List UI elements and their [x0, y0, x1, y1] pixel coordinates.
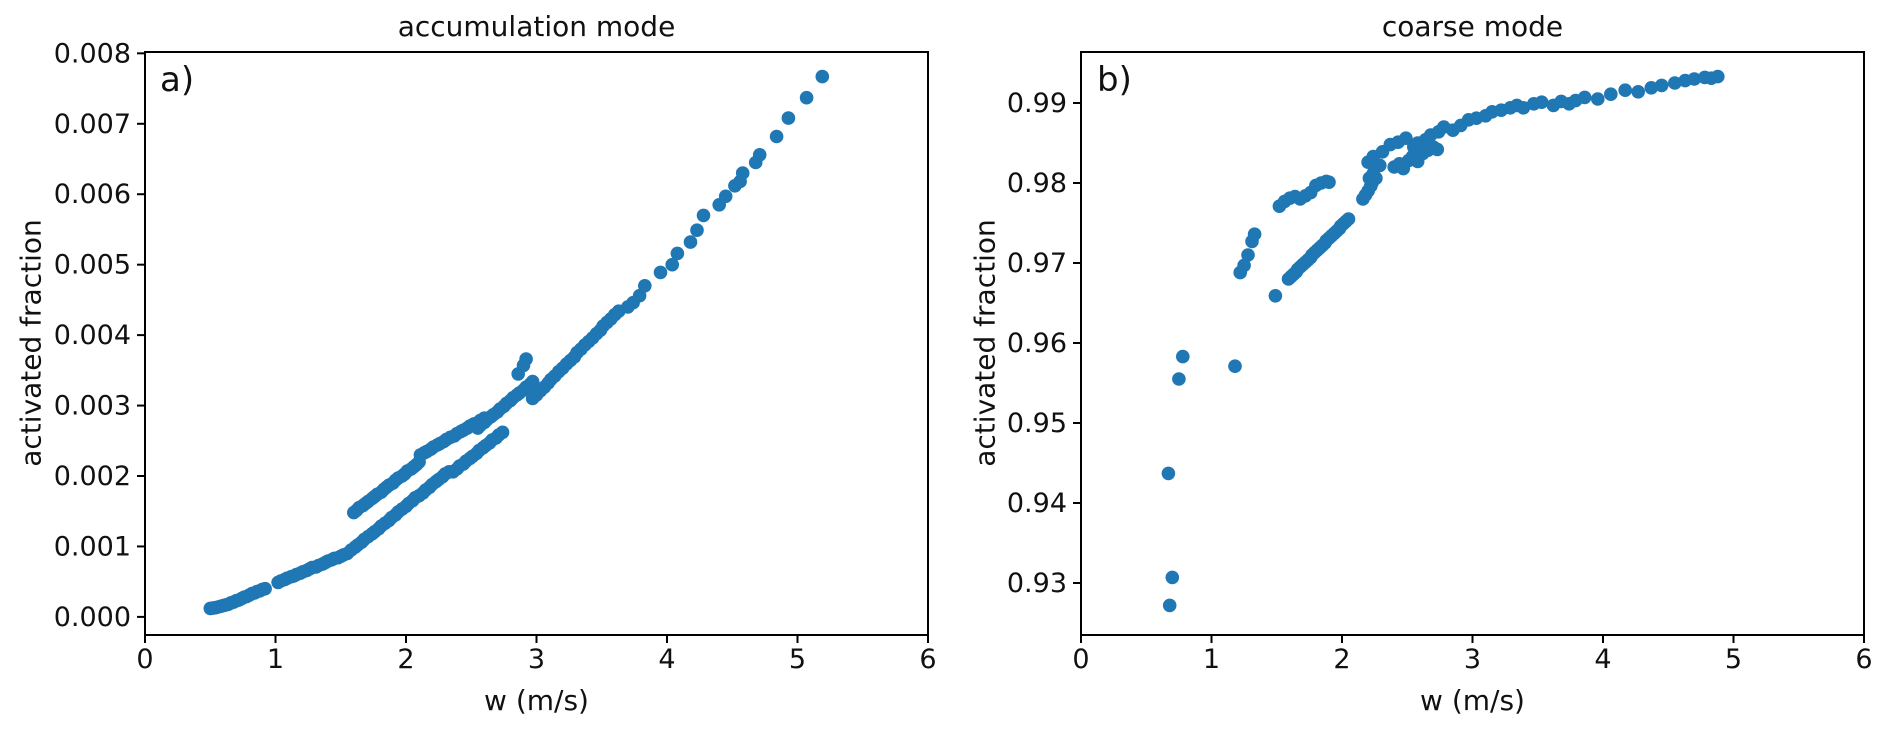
data-point — [735, 166, 750, 180]
y-tick-label: 0.004 — [54, 320, 131, 351]
y-tick-label: 0.001 — [54, 531, 131, 562]
data-point — [1268, 289, 1283, 303]
y-tick-label: 0.006 — [54, 179, 131, 210]
y-tick-label: 0.98 — [1007, 168, 1067, 199]
x-tick-label: 3 — [528, 644, 545, 675]
axes-frame — [1080, 51, 1865, 636]
x-tick-label: 4 — [658, 644, 675, 675]
data-point — [1516, 101, 1531, 115]
data-point — [1247, 227, 1262, 241]
data-point — [769, 129, 784, 144]
x-tick-label: 6 — [919, 644, 936, 675]
data-point — [638, 279, 652, 293]
scatter-panel-b: 0 1 2 3 4 5 6 0.93 0.94 0.95 0.96 0.97 0.98 0.99 — [1007, 51, 1873, 675]
data-point — [1399, 131, 1413, 145]
data-point — [690, 223, 704, 237]
scatter-points — [1161, 69, 1725, 613]
plot-title-coarse: coarse mode — [1381, 10, 1564, 43]
y-tick-label: 0.000 — [54, 602, 131, 633]
data-point — [1711, 69, 1725, 84]
panel-label-a: a) — [160, 60, 195, 100]
data-point — [495, 425, 510, 440]
data-point — [1341, 212, 1356, 226]
data-point — [258, 581, 272, 596]
data-point — [665, 257, 679, 272]
data-point — [1591, 92, 1605, 106]
scatter-points — [203, 69, 830, 616]
data-point — [670, 246, 685, 261]
data-point — [653, 265, 668, 280]
data-point — [1228, 359, 1242, 374]
y-tick-label: 0.005 — [54, 250, 131, 281]
x-tick-label: 5 — [789, 644, 806, 675]
x-tick-label: 0 — [136, 644, 153, 675]
y-tick-label: 0.94 — [1007, 488, 1067, 519]
data-point — [1644, 81, 1659, 95]
scatter-panel-a: 0 1 2 3 4 5 6 0.000 0.001 0.002 0.003 0.004 0.005 0.0… — [54, 38, 937, 675]
data-point — [815, 69, 830, 84]
data-point — [1373, 158, 1387, 173]
data-point — [1162, 598, 1177, 613]
data-point — [525, 374, 540, 389]
y-axis-label-coarse: activated fraction — [968, 219, 1002, 467]
x-tick-label: 2 — [1333, 644, 1350, 675]
data-point — [718, 189, 733, 204]
x-tick-label: 1 — [1203, 644, 1220, 675]
data-point — [781, 111, 796, 125]
y-tick-label: 0.96 — [1007, 328, 1067, 359]
panel-label-b: b) — [1097, 60, 1132, 100]
data-point — [1430, 142, 1445, 157]
data-point — [1161, 466, 1176, 481]
y-tick-label: 0.002 — [54, 461, 131, 492]
x-axis-label-accumulation: w (m/s) — [484, 684, 589, 717]
axes-frame — [144, 51, 929, 636]
y-tick-label: 0.99 — [1007, 88, 1067, 119]
x-tick-label: 6 — [1855, 644, 1872, 675]
data-point — [1322, 175, 1336, 189]
data-point — [1241, 248, 1255, 262]
data-point — [1631, 85, 1645, 99]
plot-title-accumulation: accumulation mode — [397, 10, 676, 43]
x-tick-label: 5 — [1725, 644, 1742, 675]
x-tick-label: 2 — [397, 644, 414, 675]
data-point — [1654, 78, 1669, 93]
x-axis-label-coarse: w (m/s) — [1420, 684, 1525, 717]
data-point — [1668, 76, 1682, 90]
data-point — [1176, 349, 1190, 364]
x-tick-label: 4 — [1594, 644, 1611, 675]
x-tick-label: 1 — [267, 644, 284, 675]
data-point — [1604, 87, 1618, 101]
data-point — [1618, 83, 1632, 97]
x-tick-label: 3 — [1464, 644, 1481, 675]
data-point — [696, 208, 711, 223]
data-point — [683, 235, 698, 249]
y-tick-label: 0.007 — [54, 109, 131, 140]
data-point — [1687, 72, 1702, 86]
data-point — [799, 90, 814, 105]
x-tick-label: 0 — [1072, 644, 1089, 675]
data-point — [1369, 171, 1383, 185]
y-tick-label: 0.93 — [1007, 568, 1067, 599]
y-axis-label-accumulation: activated fraction — [14, 219, 48, 467]
data-point — [1237, 258, 1251, 273]
y-tick-label: 0.003 — [54, 391, 131, 422]
data-point — [752, 148, 767, 162]
y-tick-label: 0.95 — [1007, 408, 1067, 439]
y-tick-label: 0.97 — [1007, 248, 1067, 279]
data-point — [1534, 95, 1549, 109]
data-point — [1165, 570, 1180, 585]
y-tick-label: 0.008 — [54, 38, 131, 69]
data-point — [1577, 90, 1592, 105]
data-point — [1172, 372, 1186, 386]
data-point — [519, 352, 533, 366]
